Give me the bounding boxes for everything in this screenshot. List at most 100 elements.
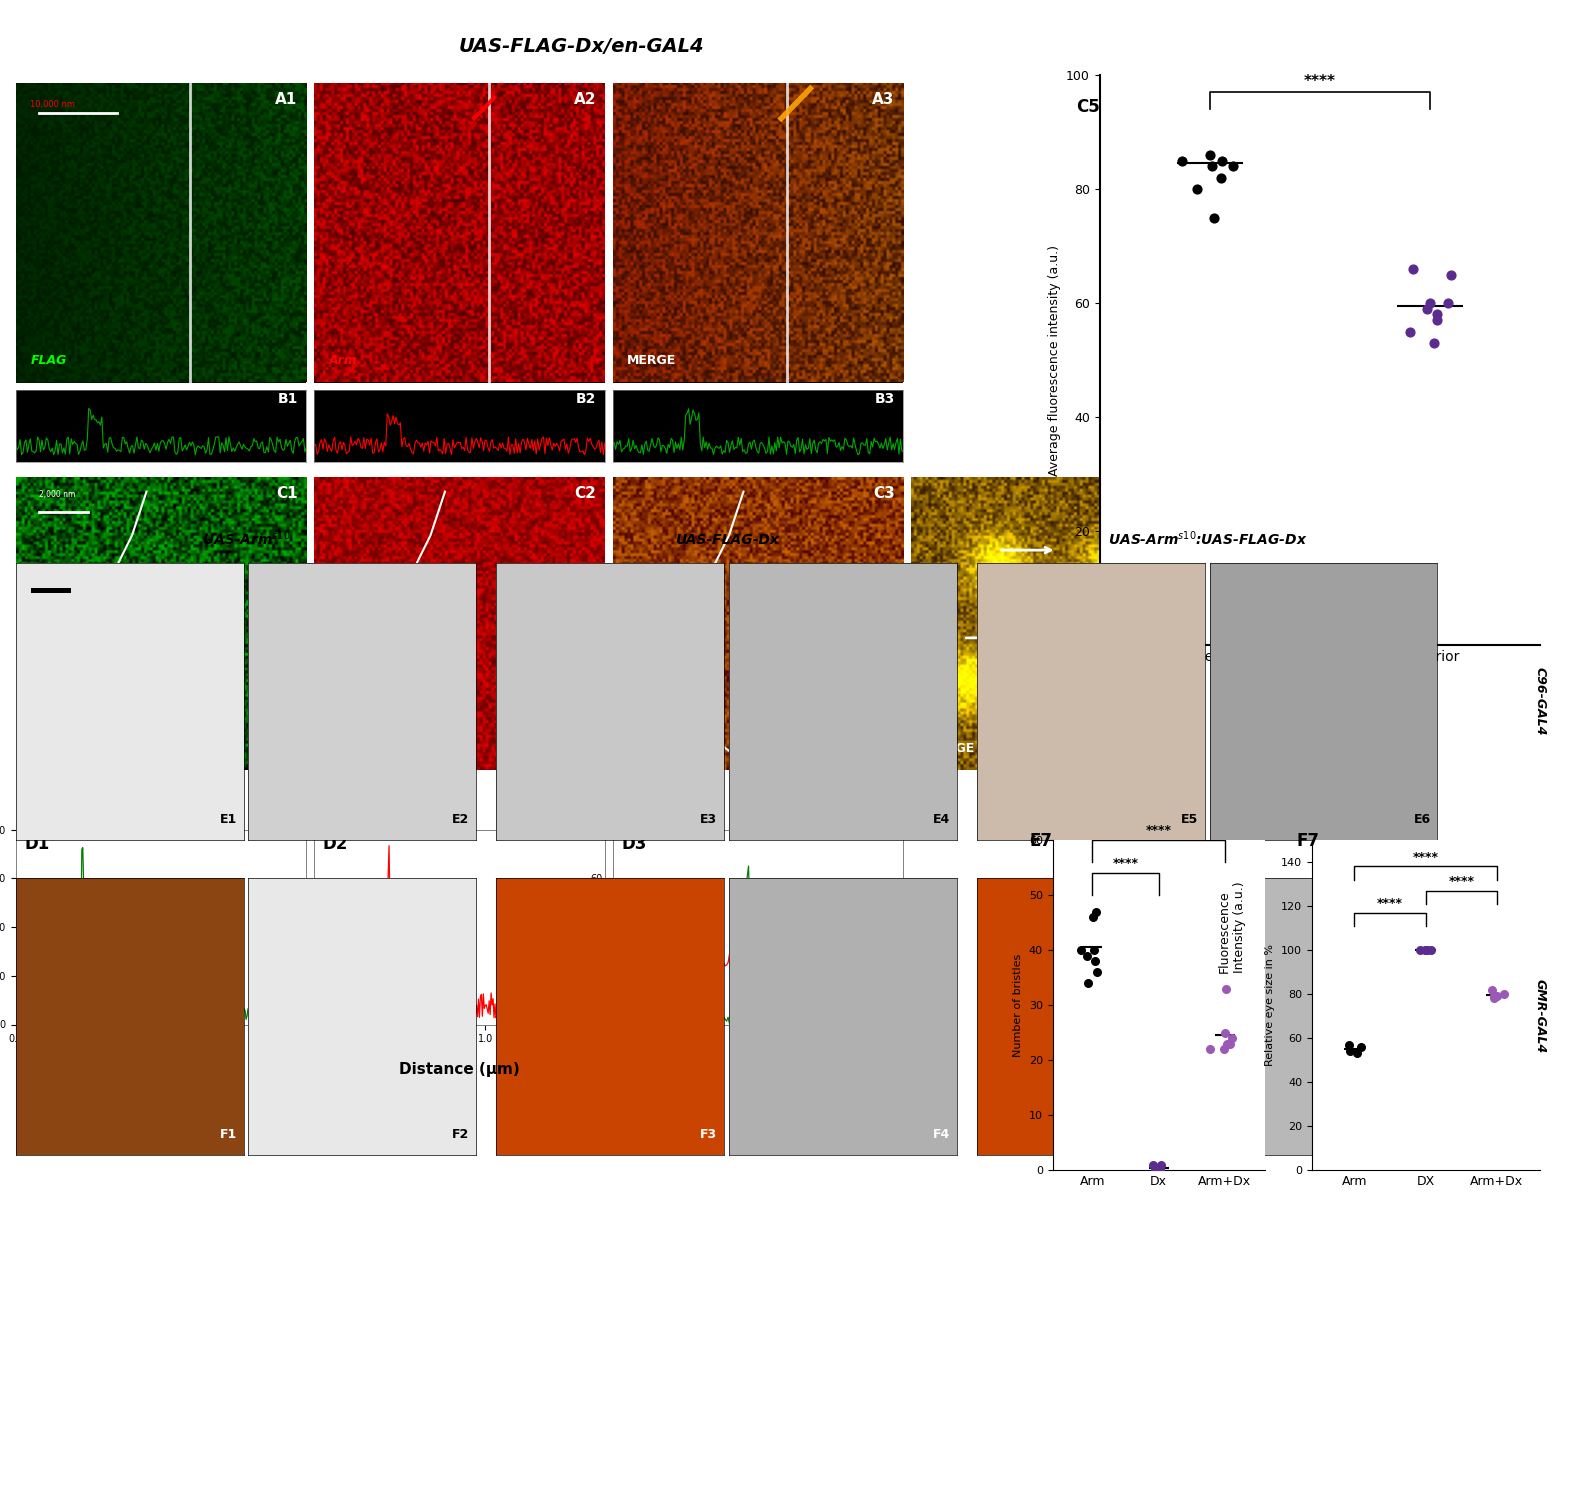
Text: A1: A1 <box>275 92 297 106</box>
Point <box>1408 938 1433 962</box>
Text: B1: B1 <box>276 392 297 406</box>
Text: F3: F3 <box>701 1128 718 1142</box>
Text: D1: D1 <box>25 836 50 854</box>
Text: ****: **** <box>1378 897 1403 910</box>
Text: MERGE: MERGE <box>925 742 976 754</box>
Y-axis label: Relative eye size in %: Relative eye size in % <box>1265 944 1276 1066</box>
Point <box>1485 984 1510 1008</box>
Point <box>1417 291 1442 315</box>
Point <box>1142 1158 1167 1182</box>
Point <box>1414 938 1439 962</box>
Point <box>1202 206 1227 230</box>
Text: F7: F7 <box>1296 833 1320 850</box>
Text: D3: D3 <box>622 836 647 854</box>
Text: MERGE: MERGE <box>627 354 677 368</box>
Text: ****: **** <box>1145 825 1172 837</box>
Text: E6: E6 <box>1414 813 1431 826</box>
Point <box>1425 308 1450 332</box>
Text: ****: **** <box>1412 850 1439 864</box>
Point <box>1214 1032 1240 1056</box>
Text: 2,000 nm: 2,000 nm <box>39 490 75 500</box>
Point <box>1068 938 1093 962</box>
Text: UAS-Arm$^{s10}$: UAS-Arm$^{s10}$ <box>201 530 291 548</box>
Point <box>1348 1035 1373 1059</box>
Text: Arm: Arm <box>328 742 358 754</box>
Text: B3: B3 <box>875 392 894 406</box>
Y-axis label: Number of bristles: Number of bristles <box>1013 954 1023 1056</box>
Text: F1: F1 <box>220 1128 237 1142</box>
Point <box>1213 976 1238 1000</box>
Point <box>1425 303 1450 327</box>
Text: C3: C3 <box>873 486 894 501</box>
Point <box>1419 938 1444 962</box>
Point <box>1142 1158 1167 1182</box>
Point <box>1337 1032 1362 1056</box>
Text: ****: **** <box>1112 858 1139 870</box>
Point <box>1221 154 1246 178</box>
Point <box>1082 950 1108 974</box>
Point <box>1210 148 1235 172</box>
Text: B2: B2 <box>575 392 595 406</box>
Text: Fluorescence
Intensity (a.u.): Fluorescence Intensity (a.u.) <box>1218 880 1246 974</box>
Text: E4: E4 <box>933 813 950 826</box>
Text: C2: C2 <box>575 486 595 501</box>
Text: FLAG: FLAG <box>30 354 66 368</box>
Point <box>1084 900 1109 924</box>
Point <box>1147 1158 1172 1182</box>
Point <box>1218 1032 1243 1056</box>
Text: F4: F4 <box>933 1128 950 1142</box>
Point <box>1400 256 1425 280</box>
Point <box>1199 154 1224 178</box>
Text: C5: C5 <box>1076 98 1100 116</box>
Point <box>1414 938 1439 962</box>
Point <box>1081 938 1106 962</box>
Text: F5: F5 <box>1181 1128 1199 1142</box>
Text: ****: **** <box>1448 876 1474 888</box>
Point <box>1148 1152 1174 1176</box>
Text: E7: E7 <box>1029 833 1053 850</box>
Text: MERGE: MERGE <box>627 742 677 754</box>
Text: A3: A3 <box>872 92 894 106</box>
Point <box>1412 938 1437 962</box>
Text: 10,000 nm: 10,000 nm <box>30 99 75 108</box>
Text: E5: E5 <box>1181 813 1199 826</box>
Text: UAS-Arm$^{s10}$:UAS-FLAG-Dx: UAS-Arm$^{s10}$:UAS-FLAG-Dx <box>1108 530 1307 548</box>
Text: Distance (μm): Distance (μm) <box>399 1062 520 1077</box>
Text: C4: C4 <box>1172 486 1192 501</box>
Point <box>1480 978 1505 1002</box>
Point <box>1422 332 1447 356</box>
Point <box>1208 165 1233 189</box>
Text: UAS-FLAG-Dx/en-GAL4: UAS-FLAG-Dx/en-GAL4 <box>459 38 704 57</box>
Point <box>1436 291 1461 315</box>
Text: A2: A2 <box>573 92 595 106</box>
Text: E2: E2 <box>452 813 470 826</box>
Point <box>1185 177 1210 201</box>
Point <box>1144 1158 1169 1182</box>
Point <box>1219 1026 1244 1050</box>
Point <box>1397 320 1422 344</box>
Text: Arm: Arm <box>328 354 358 368</box>
Text: F2: F2 <box>452 1128 470 1142</box>
Text: E1: E1 <box>220 813 237 826</box>
Point <box>1141 1152 1166 1176</box>
Y-axis label: Average fluorescence intensity (a.u.): Average fluorescence intensity (a.u.) <box>1048 244 1060 476</box>
Text: FLAG: FLAG <box>30 742 66 754</box>
Point <box>1481 987 1507 1011</box>
Text: ****: **** <box>1304 74 1335 90</box>
Point <box>1084 960 1109 984</box>
Text: F6: F6 <box>1414 1128 1431 1142</box>
Point <box>1170 148 1196 172</box>
Point <box>1081 904 1106 928</box>
Point <box>1211 1036 1236 1060</box>
Point <box>1481 984 1507 1008</box>
Point <box>1491 982 1516 1006</box>
Point <box>1197 142 1222 166</box>
Point <box>1075 970 1100 994</box>
Point <box>1075 944 1100 968</box>
Point <box>1148 1158 1174 1182</box>
Text: C1: C1 <box>276 486 297 501</box>
Point <box>1343 1041 1368 1065</box>
Point <box>1213 1020 1238 1044</box>
Text: UAS-FLAG-Dx: UAS-FLAG-Dx <box>674 534 779 548</box>
Text: D2: D2 <box>324 836 349 854</box>
